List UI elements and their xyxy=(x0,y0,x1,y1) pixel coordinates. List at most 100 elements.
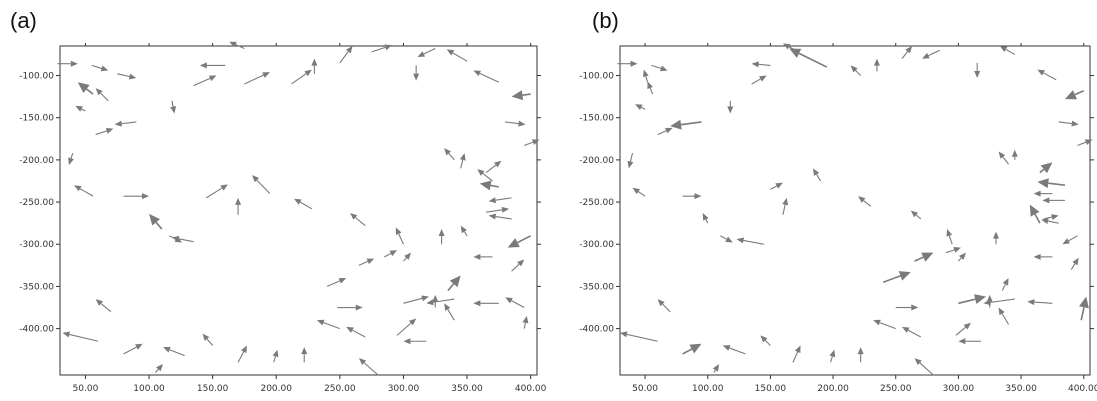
vector-arrow xyxy=(272,349,279,363)
vector-arrow xyxy=(511,90,531,101)
vector-arrow xyxy=(244,72,270,85)
vector-arrow xyxy=(974,62,981,79)
vector-arrow xyxy=(237,345,247,363)
x-tick-label: 50.00 xyxy=(632,384,658,394)
vector-arrow xyxy=(1011,149,1018,160)
vector-arrow xyxy=(620,331,658,342)
panel-b: (b) 50.00 100.00 150.00 200.00 250.00 300.00 3… xyxy=(579,8,1097,394)
vector-arrow xyxy=(149,213,163,230)
vector-arrow xyxy=(682,193,702,200)
vector-arrow xyxy=(647,81,654,95)
vector-arrow xyxy=(114,120,137,127)
panel-a-vectors xyxy=(57,41,540,376)
vector-arrow xyxy=(670,119,702,130)
x-tick-label: 200.00 xyxy=(260,384,292,394)
vector-arrow xyxy=(473,70,500,83)
panel-b-y-axis: -100.00 -150.00 -200.00 -250.00 -300.00 -350.… xyxy=(579,72,1094,335)
vector-arrow xyxy=(505,120,526,127)
vector-arrow xyxy=(170,100,177,114)
vector-arrow xyxy=(473,300,499,307)
x-tick-label: 400.00 xyxy=(1068,384,1097,394)
x-tick-label: 300.00 xyxy=(388,384,420,394)
vector-arrow xyxy=(993,231,999,245)
vector-arrow xyxy=(1037,69,1057,81)
vector-arrow xyxy=(460,225,468,237)
vector-arrow xyxy=(1033,190,1053,197)
x-tick-label: 200.00 xyxy=(817,384,849,394)
vector-arrow xyxy=(1062,235,1078,245)
x-tick-label: 350.00 xyxy=(451,384,483,394)
vector-arrow xyxy=(882,271,911,283)
x-tick-label: 400.00 xyxy=(515,384,547,394)
vector-arrow xyxy=(857,347,864,363)
vector-arrow xyxy=(459,153,466,169)
vector-arrow xyxy=(1033,253,1053,260)
vector-arrow xyxy=(1001,277,1009,291)
vector-arrow xyxy=(895,304,919,311)
vector-arrow xyxy=(1070,257,1079,270)
panel-b-frame xyxy=(619,45,1091,376)
vector-arrow xyxy=(444,303,455,321)
vector-arrow xyxy=(311,58,318,74)
vector-arrow xyxy=(1043,214,1059,221)
vector-arrow xyxy=(95,299,112,313)
vector-arrow xyxy=(1039,162,1053,174)
vector-arrow xyxy=(522,315,529,329)
panel-a-y-axis: -100.00 -150.00 -200.00 -250.00 -300.00 -350.… xyxy=(19,72,541,335)
vector-arrow xyxy=(945,247,961,254)
vector-arrow xyxy=(524,139,540,147)
y-tick-label: -300.00 xyxy=(19,240,54,250)
vector-arrow xyxy=(123,343,143,355)
vector-arrow xyxy=(438,229,445,245)
vector-arrow xyxy=(702,213,709,224)
vector-arrow xyxy=(446,49,468,62)
vector-arrow xyxy=(91,64,109,72)
vector-arrow xyxy=(95,88,109,102)
vector-arrow xyxy=(403,338,427,345)
y-tick-label: -150.00 xyxy=(19,114,54,124)
vector-arrow xyxy=(813,168,822,182)
vector-arrow xyxy=(62,331,99,342)
vector-arrow xyxy=(792,345,801,363)
vector-arrow xyxy=(873,58,880,72)
vector-arrow xyxy=(1041,218,1059,225)
y-tick-label: -400.00 xyxy=(19,325,54,335)
vector-arrow xyxy=(426,298,455,306)
x-tick-label: 300.00 xyxy=(943,384,975,394)
vector-arrow xyxy=(488,213,512,220)
vector-arrow xyxy=(337,304,363,311)
vector-arrow xyxy=(751,61,771,68)
vector-arrow xyxy=(789,48,828,68)
vector-arrow xyxy=(395,227,404,245)
vector-arrow xyxy=(1027,299,1053,306)
y-tick-label: -100.00 xyxy=(579,72,614,82)
vector-arrow xyxy=(1058,120,1079,127)
x-tick-label: 100.00 xyxy=(692,384,724,394)
vector-arrow xyxy=(193,75,217,87)
y-tick-label: -350.00 xyxy=(19,282,54,292)
vector-arrow xyxy=(252,175,271,195)
vector-arrow xyxy=(770,182,783,190)
vector-arrow xyxy=(782,197,789,215)
vector-arrow xyxy=(1064,89,1085,100)
panel-b-x-axis: 50.00 100.00 150.00 200.00 250.00 300.00 350.0… xyxy=(632,43,1097,394)
vector-arrow xyxy=(642,69,649,83)
x-tick-label: 50.00 xyxy=(73,384,99,394)
vector-arrow xyxy=(447,275,461,292)
x-tick-label: 250.00 xyxy=(324,384,356,394)
panel-a: (a) 50.00 100.00 150.00 200.00 250.00 300.00 3… xyxy=(10,8,547,394)
vector-arrow xyxy=(1079,296,1089,321)
vector-arrow xyxy=(682,343,702,355)
vector-arrow xyxy=(957,252,966,262)
y-tick-label: -350.00 xyxy=(579,282,614,292)
vector-arrow xyxy=(760,335,771,346)
vector-arrow xyxy=(403,252,412,262)
y-tick-label: -200.00 xyxy=(579,156,614,166)
vector-arrow xyxy=(955,322,971,336)
panel-b-vectors xyxy=(617,43,1093,376)
y-tick-label: -200.00 xyxy=(19,156,54,166)
vector-arrow xyxy=(291,69,312,85)
vector-arrow xyxy=(154,364,164,373)
x-tick-label: 250.00 xyxy=(880,384,912,394)
